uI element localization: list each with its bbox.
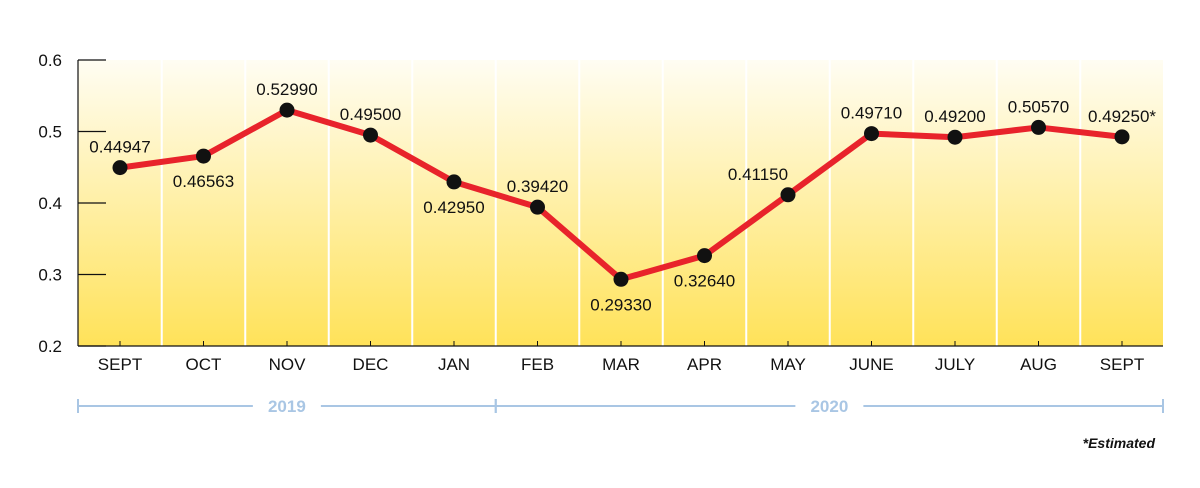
data-label: 0.44947: [89, 138, 150, 157]
y-tick-label: 0.3: [38, 266, 62, 285]
data-point: [697, 248, 712, 264]
y-axis: 0.2 0.3 0.4 0.5 0.6: [38, 51, 106, 356]
x-tick-label: OCT: [186, 355, 222, 374]
data-label: 0.46563: [173, 172, 234, 191]
data-point: [1031, 119, 1046, 135]
data-labels: 0.44947 0.46563 0.52990 0.49500 0.42950 0.394…: [89, 80, 1156, 314]
data-series: [112, 102, 1130, 287]
y-tick-label: 0.4: [38, 194, 62, 213]
data-label: 0.41150: [728, 165, 788, 184]
data-point: [1114, 129, 1130, 145]
year-brackets: 2019 2020: [77, 397, 1164, 416]
x-tick-label: MAY: [770, 355, 806, 374]
data-label: 0.49500: [340, 105, 401, 124]
data-label: 0.49710: [841, 104, 902, 123]
x-tick-label: SEPT: [98, 355, 142, 374]
data-point: [446, 174, 462, 190]
x-tick-label: JUNE: [849, 355, 893, 374]
data-point: [279, 102, 295, 118]
data-label: 0.50570: [1008, 97, 1069, 116]
data-point: [780, 187, 796, 203]
data-point: [530, 199, 545, 215]
x-tick-label: DEC: [353, 355, 389, 374]
data-label: 0.29330: [590, 295, 651, 314]
data-label: 0.52990: [256, 80, 317, 99]
vertical-gridlines: [160, 60, 1082, 346]
data-point: [947, 129, 963, 145]
y-tick-label: 0.2: [38, 337, 62, 356]
y-tick-label: 0.5: [38, 123, 62, 142]
x-tick-label: NOV: [269, 355, 307, 374]
data-point: [112, 160, 128, 176]
data-point: [363, 127, 378, 143]
x-tick-label: SEPT: [1100, 355, 1144, 374]
year-label: 2019: [268, 397, 306, 416]
data-label: 0.49200: [924, 107, 985, 126]
data-point: [196, 148, 211, 164]
x-tick-label: JAN: [438, 355, 470, 374]
x-tick-label: APR: [687, 355, 722, 374]
data-point: [864, 126, 879, 142]
x-axis: SEPT OCT NOV DEC JAN FEB MAR APR MAY JUNE JULY AUG S…: [78, 341, 1163, 374]
data-label: 0.49250*: [1088, 107, 1156, 126]
plot-background: [78, 60, 1163, 346]
y-tick-label: 0.6: [38, 51, 62, 70]
data-label: 0.42950: [423, 198, 484, 217]
data-label: 0.32640: [674, 272, 735, 291]
x-tick-label: AUG: [1020, 355, 1057, 374]
footnote-estimated: *Estimated: [1083, 435, 1156, 451]
data-point: [613, 271, 629, 287]
x-tick-label: JULY: [935, 355, 975, 374]
year-label: 2020: [810, 397, 848, 416]
x-tick-label: MAR: [602, 355, 640, 374]
data-label: 0.39420: [507, 177, 568, 196]
x-tick-label: FEB: [521, 355, 554, 374]
